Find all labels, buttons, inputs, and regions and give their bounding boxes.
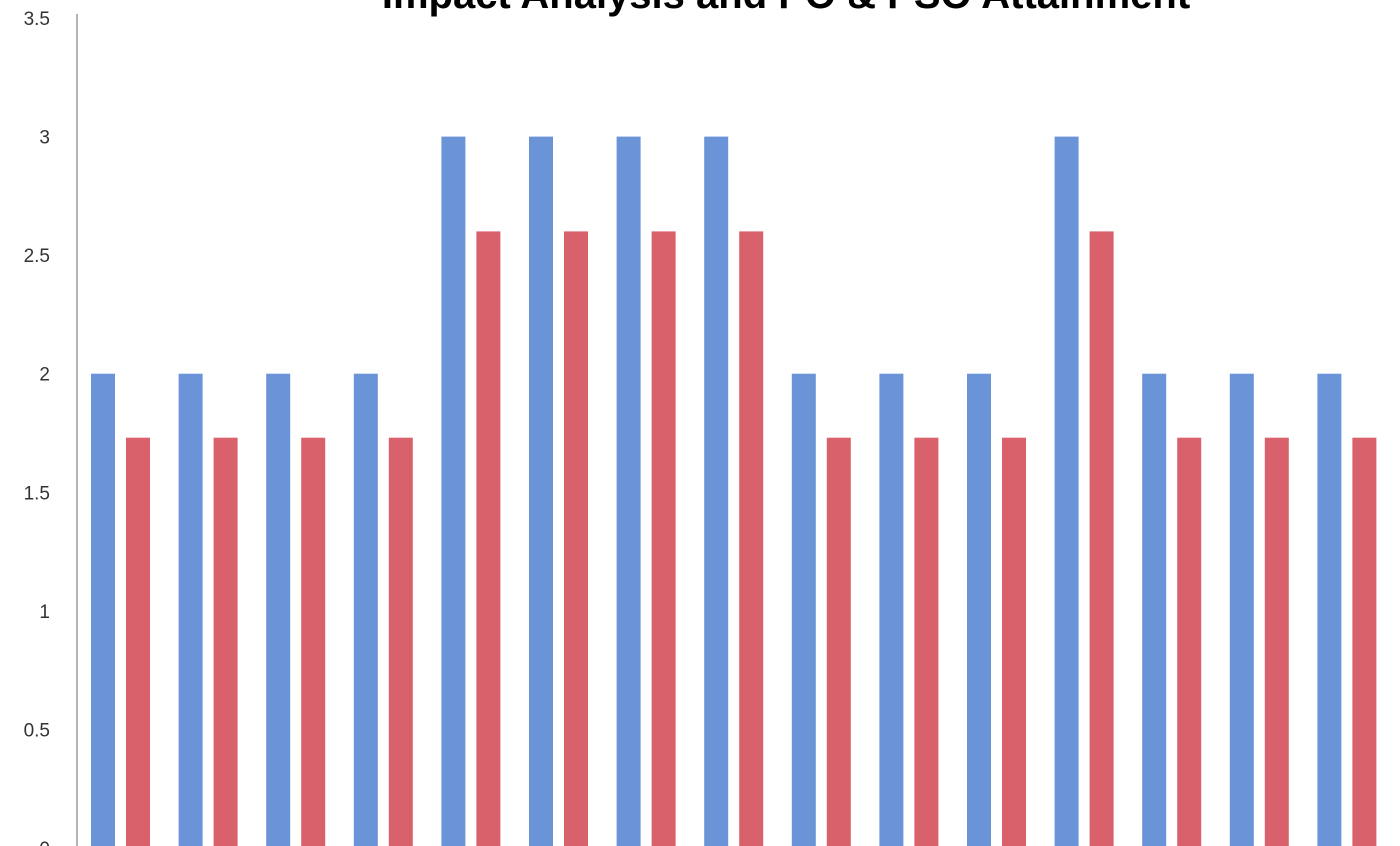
bar-series-1 [879,373,904,846]
bar-series-2 [914,437,939,846]
y-tick-label: 2 [39,365,50,386]
bar-series-2 [651,231,676,846]
bar-series-1 [791,373,816,846]
bar-series-2 [1089,231,1114,846]
bar-series-2 [739,231,764,846]
bar-series-2 [1177,437,1202,846]
bar-series-2 [476,231,501,846]
bar-series-1 [967,373,991,846]
y-tick-label: 0.5 [24,720,50,741]
bar-series-1 [616,136,641,846]
bar-series-2 [1264,437,1289,846]
y-tick-label: 0 [39,839,50,846]
bar-series-2 [301,437,326,846]
y-tick-label: 3.5 [24,9,50,30]
bar-series-1 [1054,136,1079,846]
y-tick-label: 1 [39,602,50,623]
bar-series-2 [564,231,588,846]
bar-series-1 [1317,373,1342,846]
bar-series-1 [178,373,203,846]
y-axis-ticks: 0 0.5 1 1.5 2 2.5 3 3.5 [24,9,50,846]
bar-series-2 [388,437,413,846]
bar-series-2 [1002,437,1026,846]
bar-series-1 [1229,373,1254,846]
bar-series-1 [704,136,729,846]
bar-series-2 [213,437,238,846]
y-tick-label: 3 [39,128,50,149]
bar-series-1 [91,373,115,846]
bar-series-1 [441,136,466,846]
bar-series-1 [529,136,553,846]
bar-series-2 [1352,437,1377,846]
chart-title: Impact Analysis and PO & PSO Attainment [382,0,1190,17]
bar-series-1 [1142,373,1167,846]
bar-series-2 [826,437,851,846]
y-tick-label: 1.5 [24,483,50,504]
bar-series-1 [266,373,291,846]
bar-series-1 [353,373,378,846]
bar-series-group [91,136,1377,846]
bar-series-2 [126,437,150,846]
y-tick-label: 2.5 [24,246,50,267]
